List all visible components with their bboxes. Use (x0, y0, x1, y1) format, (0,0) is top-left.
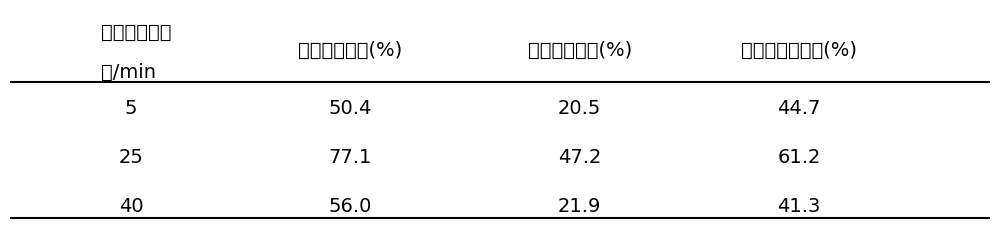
Text: 5: 5 (125, 99, 137, 117)
Text: 25: 25 (119, 148, 143, 166)
Text: 61.2: 61.2 (777, 148, 821, 166)
Text: 56.0: 56.0 (329, 196, 372, 215)
Text: 44.7: 44.7 (777, 99, 821, 117)
Text: 40: 40 (119, 196, 143, 215)
Text: 间/min: 间/min (101, 63, 156, 82)
Text: 77.1: 77.1 (329, 148, 372, 166)
Text: 20.5: 20.5 (558, 99, 601, 117)
Text: 环已酮转化率(%): 环已酮转化率(%) (298, 41, 403, 60)
Text: 环已酮肟选择性(%): 环已酮肟选择性(%) (741, 41, 857, 60)
Text: 21.9: 21.9 (558, 196, 601, 215)
Text: 双氧水滴加时: 双氧水滴加时 (101, 23, 172, 42)
Text: 41.3: 41.3 (777, 196, 821, 215)
Text: 47.2: 47.2 (558, 148, 601, 166)
Text: 环已酮肟收率(%): 环已酮肟收率(%) (528, 41, 632, 60)
Text: 50.4: 50.4 (329, 99, 372, 117)
